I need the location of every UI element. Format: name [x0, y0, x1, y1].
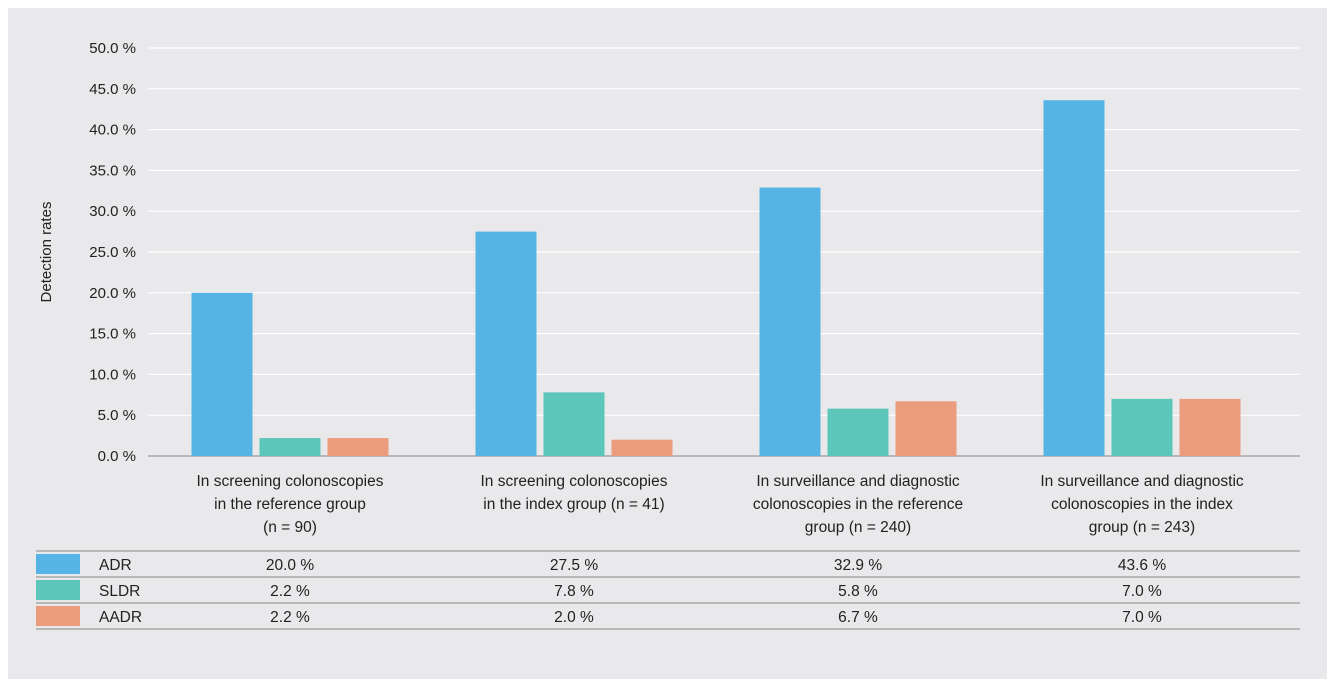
data-label: 2.0 % — [554, 609, 594, 626]
data-label: 5.8 % — [838, 583, 878, 600]
data-label: 20.0 % — [266, 557, 314, 574]
category-labels: In screening colonoscopies in the referen… — [197, 473, 1244, 536]
bar-adr — [759, 187, 821, 456]
legend-swatch-aadr — [36, 606, 80, 626]
category-label: in the index group (n = 41) — [483, 496, 664, 513]
data-label: 7.0 % — [1122, 583, 1162, 600]
data-label: 27.5 % — [550, 557, 598, 574]
legend-swatch-adr — [36, 554, 80, 574]
category-label: In surveillance and diagnostic — [1040, 473, 1244, 490]
category-label: in the reference group — [214, 496, 366, 513]
data-label: 7.8 % — [554, 583, 594, 600]
y-axis-label: Detection rates — [38, 202, 55, 303]
bar-aadr — [611, 439, 673, 456]
legend-label: SLDR — [99, 583, 140, 600]
y-tick-label: 5.0 % — [98, 407, 136, 424]
bar-aadr — [327, 438, 389, 456]
data-label: 32.9 % — [834, 557, 882, 574]
bar-adr — [1043, 100, 1105, 456]
bar-sldr — [1111, 398, 1173, 456]
category-label: In surveillance and diagnostic — [756, 473, 960, 490]
gridlines — [148, 47, 1300, 457]
category-label: group (n = 243) — [1089, 519, 1195, 536]
bar-adr — [475, 231, 537, 456]
y-tick-label: 25.0 % — [89, 244, 136, 261]
y-tick-label: 50.0 % — [89, 40, 136, 57]
data-label: 2.2 % — [270, 583, 310, 600]
bar-sldr — [827, 408, 889, 456]
data-label: 7.0 % — [1122, 609, 1162, 626]
category-label: In screening colonoscopies — [481, 473, 668, 490]
y-tick-label: 45.0 % — [89, 81, 136, 98]
data-label: 6.7 % — [838, 609, 878, 626]
chart-figure: 0.0 % 5.0 % 10.0 % 15.0 % 20.0 % 25.0 % 30.0 %… — [8, 8, 1327, 679]
category-label: (n = 90) — [263, 519, 317, 536]
legend-label: AADR — [99, 609, 142, 626]
y-tick-label: 40.0 % — [89, 122, 136, 139]
legend-label: ADR — [99, 557, 132, 574]
bar-sldr — [259, 438, 321, 456]
bars — [191, 100, 1241, 456]
y-tick-label: 10.0 % — [89, 366, 136, 383]
bar-sldr — [543, 392, 605, 456]
chart-svg: 0.0 % 5.0 % 10.0 % 15.0 % 20.0 % 25.0 % 30.0 %… — [36, 40, 1300, 630]
legend-swatch-sldr — [36, 580, 80, 600]
y-tick-label: 15.0 % — [89, 326, 136, 343]
category-label: colonoscopies in the index — [1051, 496, 1233, 513]
bar-adr — [191, 292, 253, 456]
data-label: 2.2 % — [270, 609, 310, 626]
category-label: group (n = 240) — [805, 519, 911, 536]
bar-aadr — [1179, 398, 1241, 456]
y-tick-label: 0.0 % — [98, 448, 136, 465]
category-label: In screening colonoscopies — [197, 473, 384, 490]
data-table: ADR 20.0 % 27.5 % 32.9 % 43.6 % SLDR 2.2 % 7.8 … — [36, 550, 1300, 630]
y-tick-label: 20.0 % — [89, 285, 136, 302]
y-tick-label: 30.0 % — [89, 203, 136, 220]
data-label: 43.6 % — [1118, 557, 1166, 574]
y-tick-labels: 0.0 % 5.0 % 10.0 % 15.0 % 20.0 % 25.0 % 30.0 %… — [89, 40, 136, 465]
y-tick-label: 35.0 % — [89, 162, 136, 179]
category-label: colonoscopies in the reference — [753, 496, 963, 513]
bar-aadr — [895, 401, 957, 456]
